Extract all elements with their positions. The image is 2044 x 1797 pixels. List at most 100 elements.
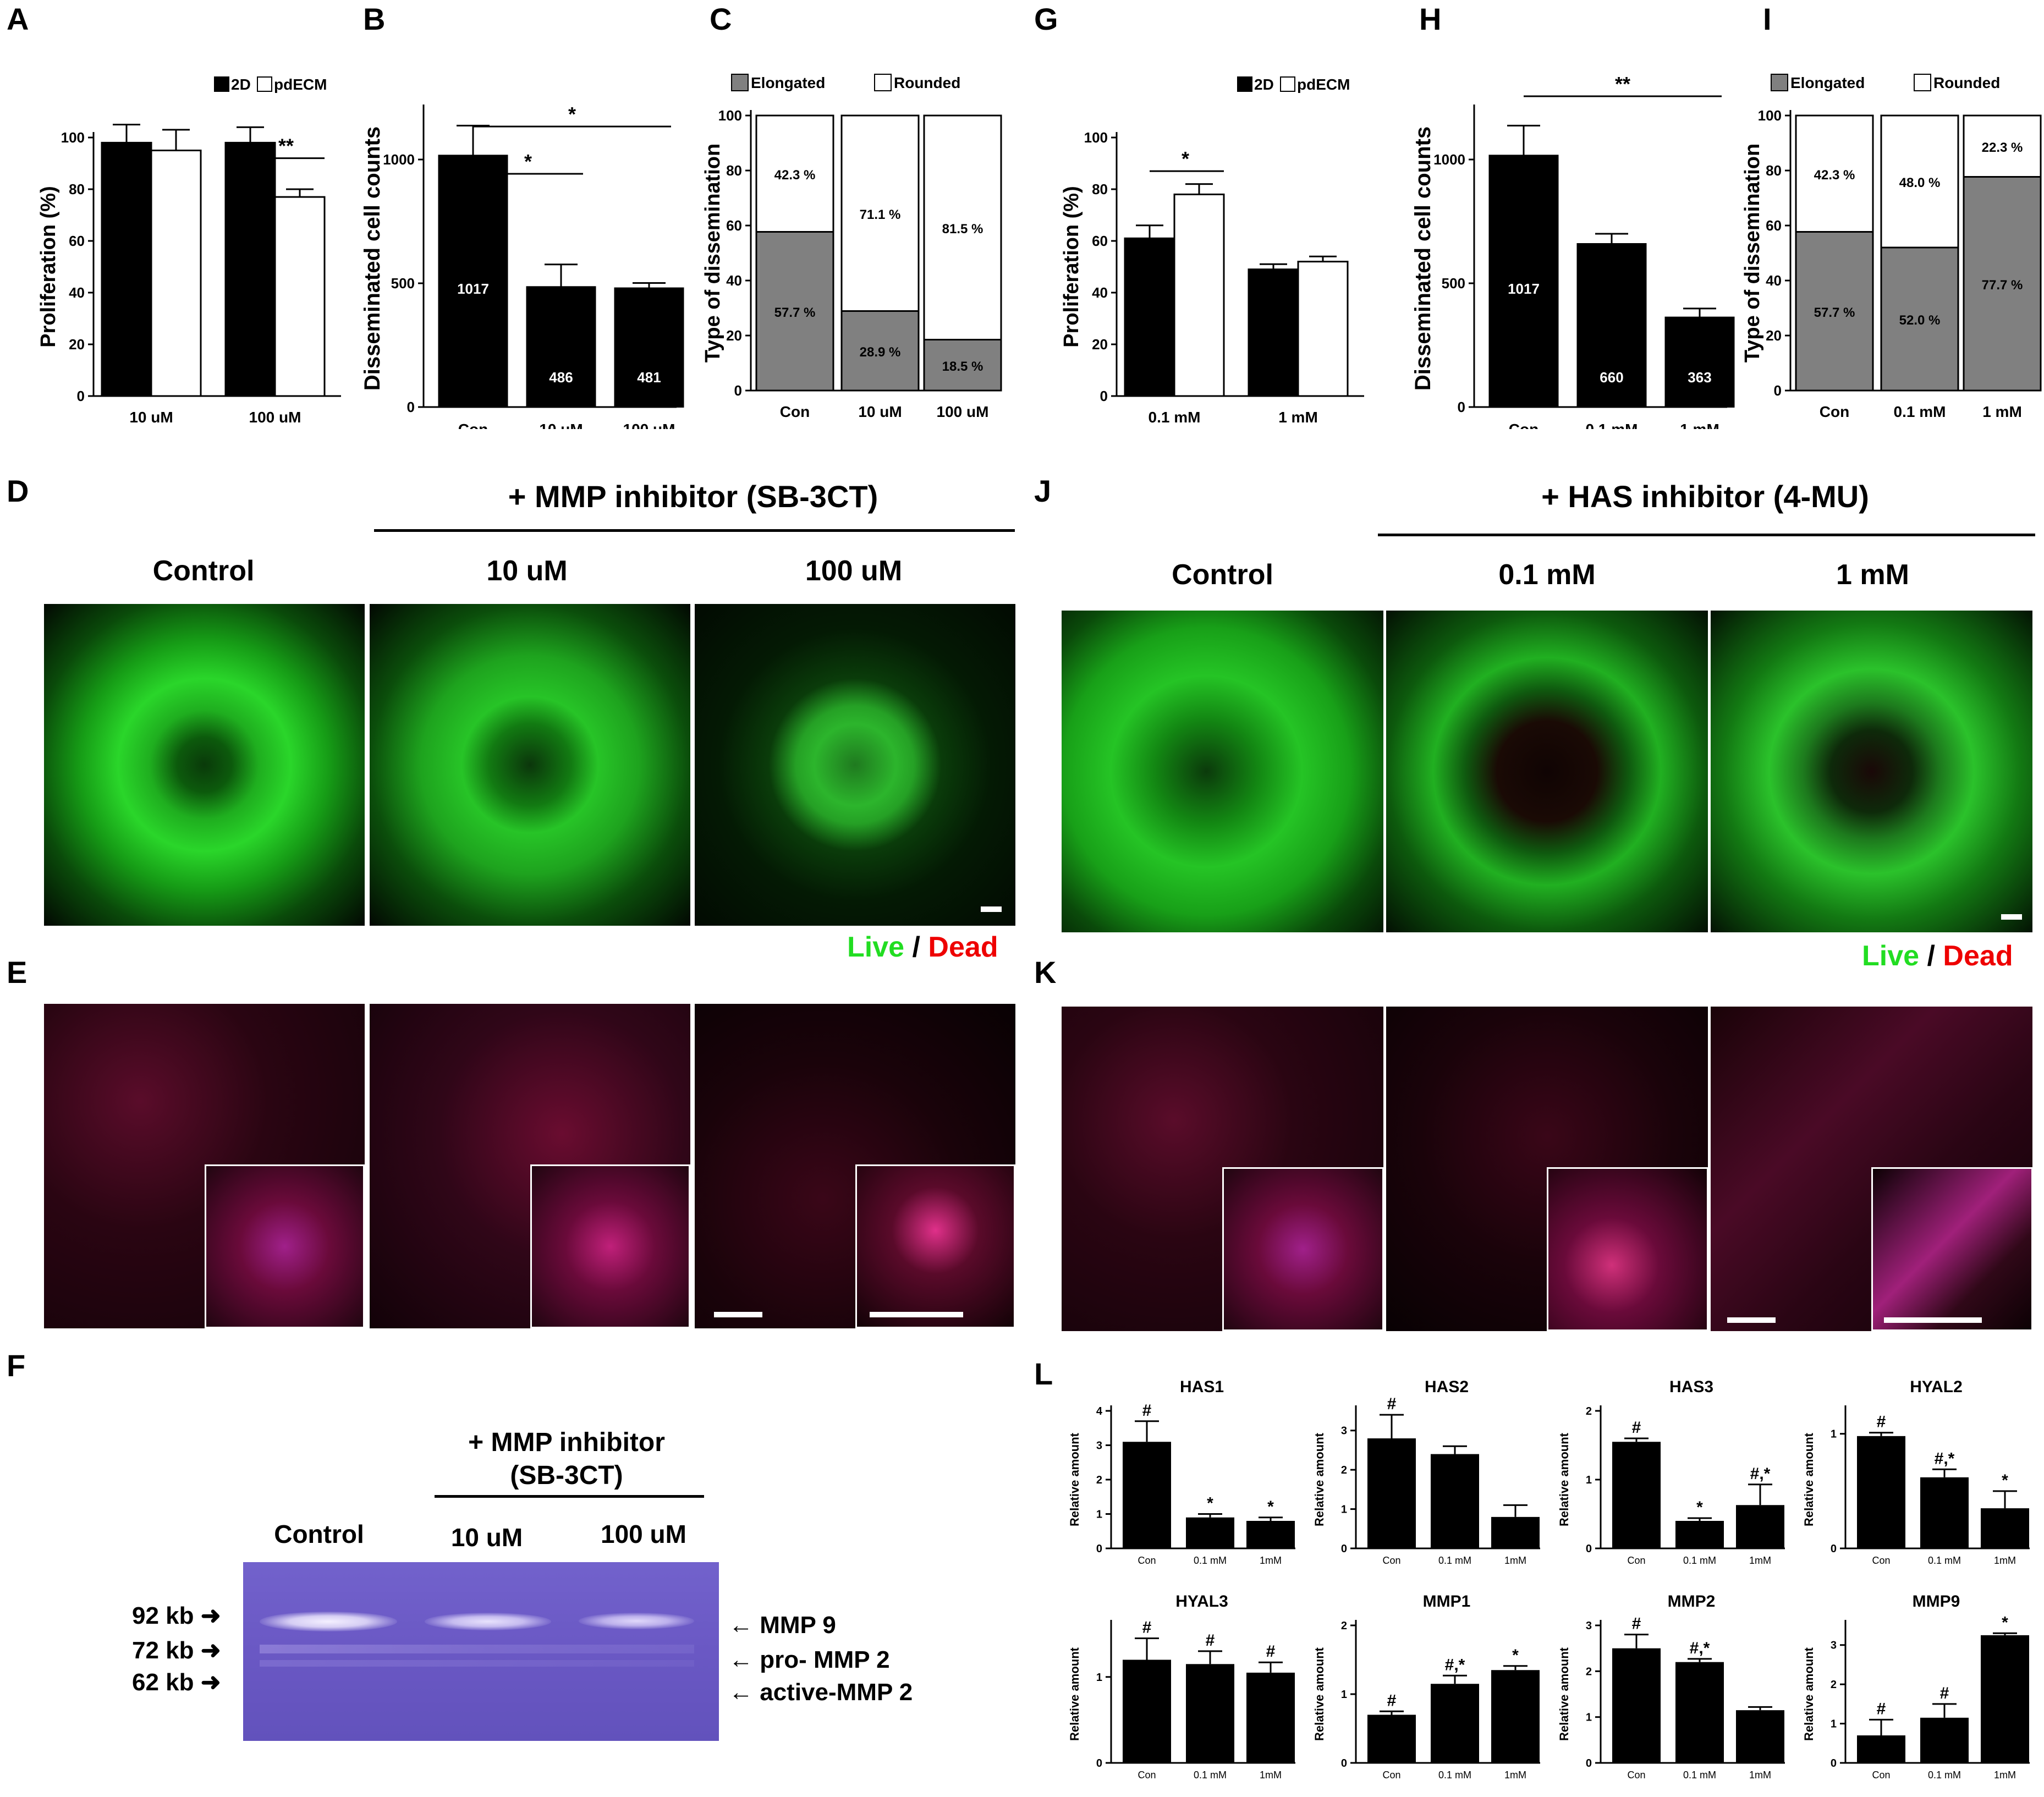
band-control-mmp9 [260,1612,397,1631]
significance-mark: ** [1615,73,1630,95]
significance-mark: * [1696,1498,1703,1516]
significance-mark: * [1182,147,1189,170]
legend-label-elongated: Elongated [1790,74,1865,91]
y-tick-label: 80 [1092,181,1108,197]
bar [1367,1438,1416,1548]
legend-swatch-pdecm [1280,76,1295,92]
legend-label-pdecm: pdECM [274,76,327,93]
legend-label-2d: 2D [1254,76,1274,93]
bar [438,155,508,408]
y-axis-label: Relative amount [1802,1432,1816,1526]
significance-mark: # [1940,1684,1949,1702]
x-tick-label: Con [780,403,810,420]
y-tick-label: 2 [1831,1679,1837,1691]
x-tick-label: 1mM [1994,1555,2016,1566]
y-axis-label: Relative amount [1312,1432,1326,1526]
bar [1123,1442,1171,1548]
x-tick-label: 10 uM [129,409,173,426]
x-tick-label: 0.1 mM [1194,1555,1227,1566]
y-tick-label: 2 [1586,1405,1592,1417]
y-tick-label: 1000 [383,151,415,168]
x-tick-label: 1mM [1504,1769,1526,1780]
x-tick-label: 1mM [1749,1555,1771,1566]
y-tick-label: 0 [1096,1543,1102,1555]
data-label-elongated: 52.0 % [1899,313,1941,328]
significance-mark: * [524,150,532,173]
gene-title: HAS3 [1669,1378,1713,1396]
bar-elongated [840,310,920,392]
significance-mark: #,* [1445,1656,1465,1674]
legend-label-rounded: Rounded [1933,74,2000,91]
y-tick-label: 0 [1458,399,1465,415]
legend-label-2d: 2D [231,76,251,93]
y-tick-label: 40 [1766,272,1782,289]
y-tick-label: 40 [726,272,742,289]
x-tick-label: 10 uM [858,403,902,420]
gene-title: MMP1 [1423,1592,1471,1611]
scale-bar [714,1312,762,1317]
panel-letter-c: C [710,2,732,36]
x-tick-label: 100 uM [623,421,675,429]
x-tick-label: Con [1627,1555,1645,1566]
bar [1123,1659,1171,1763]
data-label-elongated: 57.7 % [1814,305,1855,320]
significance-mark: * [2002,1471,2008,1490]
bar [1576,243,1647,408]
bar-rounded [1963,114,2042,178]
chart-l-hyal3: 0 1 Relative amount HYAL3 # Con #0.1 mM #1mM [1068,1592,1295,1780]
j-col-1mm: 1 mM [1836,559,1909,591]
y-tick-label: 40 [69,284,85,301]
y-axis-label: Disseminated cell counts [360,127,384,391]
x-tick-label: 0.1 mM [1438,1555,1471,1566]
data-label: 486 [549,369,573,386]
panel-letter-e: E [7,955,28,990]
y-tick-label: 60 [726,217,742,234]
band-active-mmp2 [260,1660,694,1667]
y-axis-label: Type of dissemination [701,144,724,362]
panel-letter-g: G [1034,2,1058,36]
y-tick-label: 0 [1831,1757,1837,1769]
x-tick-label: Con [1382,1769,1400,1780]
bar [1488,155,1559,408]
y-axis-label: Proliferation (%) [37,186,60,347]
y-axis-label: Relative amount [1068,1432,1081,1526]
y-tick-label: 60 [69,233,85,249]
bar [1664,316,1735,408]
y-tick-label: 40 [1092,284,1108,301]
significance-mark: * [568,103,576,125]
chart-a: 0 20 40 60 80 100 Proliferation (%) 2D pdECM 10 u… [37,76,341,426]
bar [1246,1521,1295,1548]
significance-mark: * [1207,1494,1213,1513]
x-tick-label: 1mM [1260,1769,1282,1780]
significance-mark: # [1266,1642,1276,1661]
significance-mark: # [1877,1413,1886,1431]
bar [274,196,326,397]
chart-g: 0 20 40 60 80 100 Proliferation (%) 2D pdECM 0.1 … [1060,76,1364,426]
bar-elongated [755,231,834,392]
x-tick-label: 1 mM [1982,403,2022,420]
x-tick-label: 1mM [1994,1769,2016,1780]
live-dead-image-control-j [1062,611,1383,932]
y-tick-label: 0 [1831,1543,1837,1555]
x-tick-label: 1mM [1504,1555,1526,1566]
chart-l-mmp1: 0 1 2 Relative amount MMP1 # Con #,* 0.1 mM * 1mM [1312,1592,1540,1780]
d-col-10um: 10 uM [486,555,568,587]
stain-image-control-k [1062,1007,1383,1331]
legend-swatch-2d [214,76,229,92]
bar [1246,1672,1295,1763]
chart-l-mmp9: 0 1 2 3 Relative amount MMP9 # Con #0.1 mM * 1mM [1802,1592,2030,1780]
data-label-rounded: 42.3 % [1814,168,1855,183]
bar-elongated [923,339,1002,392]
significance-mark: #,* [1690,1639,1710,1657]
x-tick-label: 0.1 mM [1438,1769,1471,1780]
j-inhibitor-title: + HAS inhibitor (4-MU) [1541,479,1869,514]
scale-bar [2001,914,2022,920]
x-tick-label: Con [1382,1555,1400,1566]
bar-elongated [1880,246,1959,392]
legend-swatch-pdecm [257,76,272,92]
scale-bar [1727,1317,1776,1323]
y-tick-label: 0 [1100,388,1108,404]
bar-rounded [923,114,1002,340]
panel-letter-f: F [7,1348,26,1383]
